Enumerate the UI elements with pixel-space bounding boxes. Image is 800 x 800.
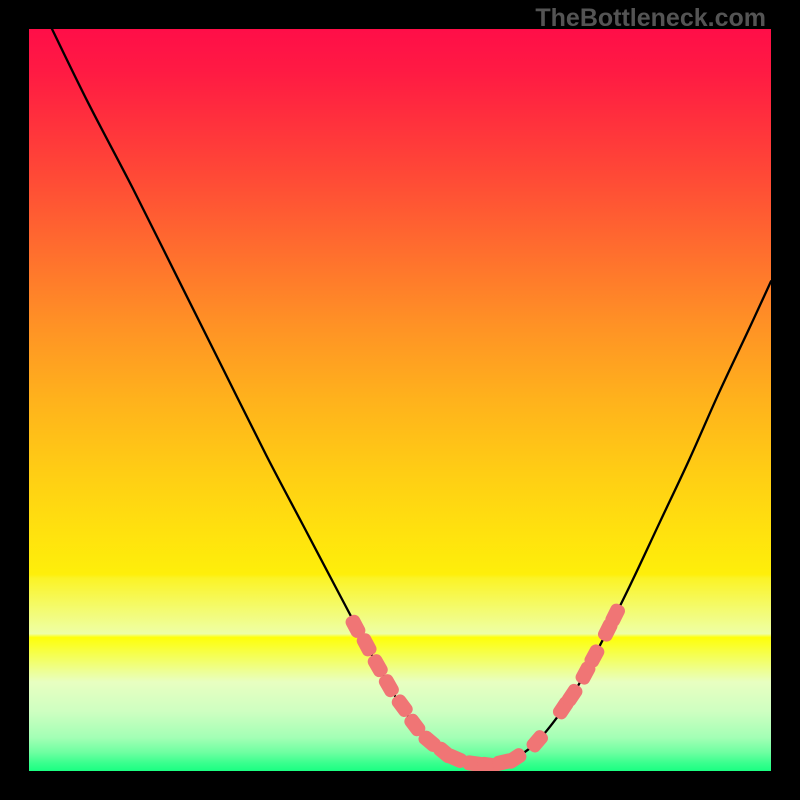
curve-marker xyxy=(560,682,585,709)
curve-marker xyxy=(416,728,443,754)
plot-inner xyxy=(29,29,771,771)
curve-marker xyxy=(377,672,401,699)
curve-marker xyxy=(343,613,367,640)
plot-area xyxy=(29,29,771,771)
curve-marker xyxy=(551,694,576,721)
curve-marker xyxy=(582,642,606,669)
marker-layer xyxy=(29,29,771,771)
curve-marker xyxy=(603,602,627,629)
curve-marker xyxy=(442,747,469,770)
curve-marker xyxy=(573,659,597,686)
curve-marker xyxy=(477,756,502,771)
curve-marker xyxy=(366,652,390,679)
curve-marker xyxy=(402,711,428,738)
curve-marker xyxy=(431,739,458,765)
watermark-text: TheBottleneck.com xyxy=(535,4,766,33)
curve-marker xyxy=(524,728,550,755)
curve-marker xyxy=(355,631,379,658)
v-curve xyxy=(29,29,771,771)
curve-marker xyxy=(491,752,517,771)
curve-marker xyxy=(596,616,620,643)
curve-marker xyxy=(389,692,415,719)
chart-frame: TheBottleneck.com xyxy=(0,0,800,800)
curve-marker xyxy=(462,755,487,771)
curve-marker xyxy=(501,746,528,771)
